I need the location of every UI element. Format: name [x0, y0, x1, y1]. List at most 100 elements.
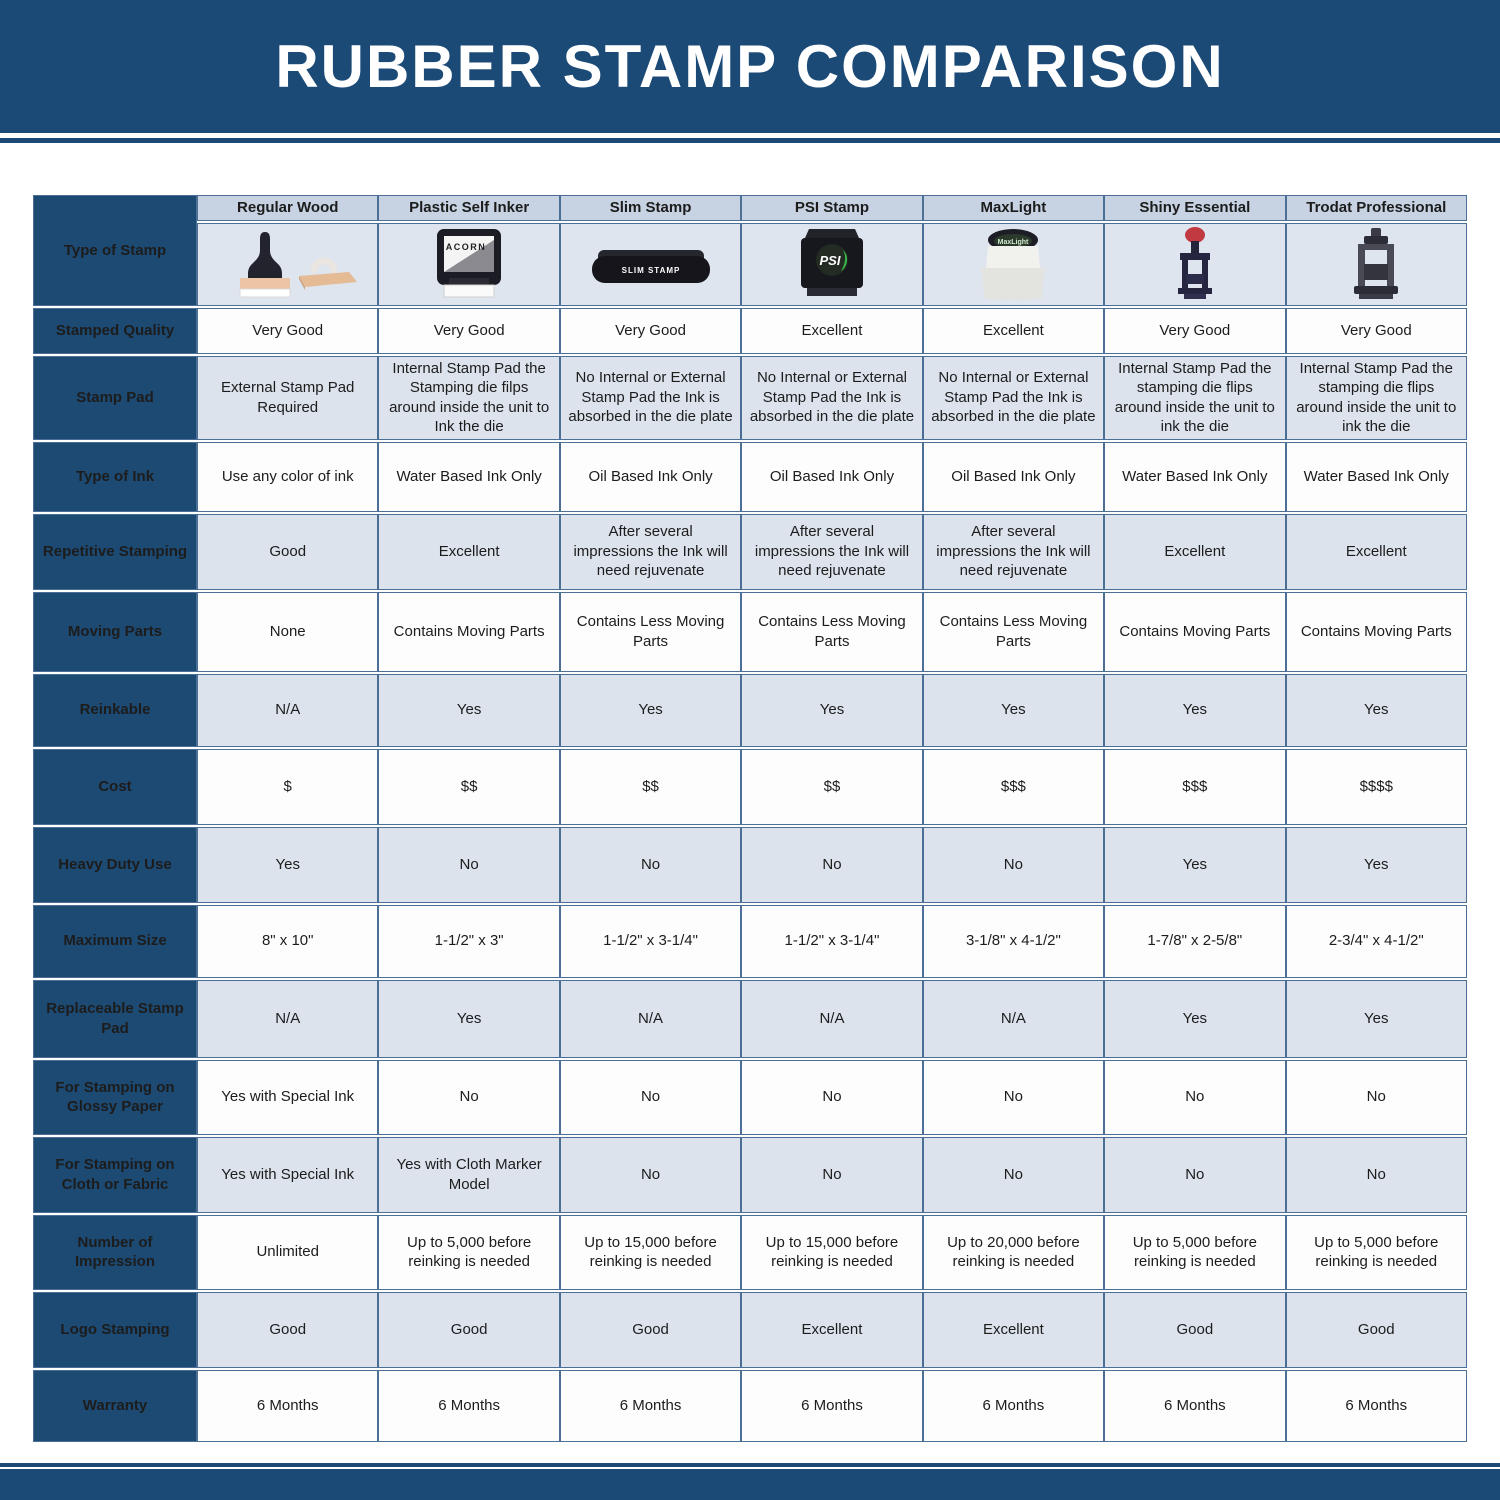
cell-type-of-ink-psi-stamp: Oil Based Ink Only [741, 441, 923, 512]
row-label-cost: Cost [33, 748, 197, 825]
cell-for-stamping-on-glossy-paper-trodat-professional: No [1285, 1059, 1467, 1135]
cell-repetitive-stamping-plastic-self-inker: Excellent [378, 513, 560, 590]
column-header-maxlight: MaxLight [922, 195, 1105, 221]
table-row-maximum-size: Maximum Size 8" x 10" 1-1/2" x 3" 1-1/2" x … [33, 904, 1467, 978]
table-row-replaceable-stamp-pad: Replaceable Stamp Pad N/A Yes N/A N/A N/A Yes Y… [33, 979, 1467, 1058]
cell-warranty-maxlight: 6 Months [922, 1369, 1105, 1442]
cell-type-of-ink-trodat-professional: Water Based Ink Only [1285, 441, 1467, 512]
table-row-for-stamping-on-cloth-or-fabric: For Stamping on Cloth or Fabric Yes with … [33, 1136, 1467, 1213]
stamp-image-cell [1104, 222, 1286, 306]
cell-moving-parts-shiny-essential: Contains Moving Parts [1104, 591, 1286, 672]
cell-stamped-quality-plastic-self-inker: Very Good [378, 307, 560, 354]
cell-reinkable-regular-wood: N/A [197, 673, 379, 747]
cell-replaceable-stamp-pad-plastic-self-inker: Yes [378, 979, 560, 1058]
cell-heavy-duty-use-plastic-self-inker: No [378, 826, 560, 903]
cell-logo-stamping-psi-stamp: Excellent [741, 1291, 923, 1368]
cell-warranty-shiny-essential: 6 Months [1104, 1369, 1286, 1442]
cell-heavy-duty-use-slim-stamp: No [559, 826, 742, 903]
cell-warranty-regular-wood: 6 Months [197, 1369, 379, 1442]
cell-number-of-impression-trodat-professional: Up to 5,000 before reinking is needed [1285, 1214, 1467, 1290]
table-row-number-of-impression: Number of Impression Unlimited Up to 5,000… [33, 1214, 1467, 1290]
table-row-cost: Cost $ $$ $$ $$ $$$ $$$ $$$$ [33, 748, 1467, 825]
cell-warranty-trodat-professional: 6 Months [1285, 1369, 1467, 1442]
cell-maximum-size-psi-stamp: 1-1/2" x 3-1/4" [741, 904, 923, 978]
cell-for-stamping-on-cloth-or-fabric-maxlight: No [922, 1136, 1105, 1213]
stamp-image-cell: SLIM STAMP [559, 222, 742, 306]
column-header-trodat-professional: Trodat Professional [1285, 195, 1467, 221]
cell-reinkable-psi-stamp: Yes [741, 673, 923, 747]
column-header-psi-stamp: PSI Stamp [741, 195, 923, 221]
cell-cost-trodat-professional: $$$$ [1285, 748, 1467, 825]
row-label-replaceable-stamp-pad: Replaceable Stamp Pad [33, 979, 197, 1058]
cell-replaceable-stamp-pad-regular-wood: N/A [197, 979, 379, 1058]
cell-moving-parts-psi-stamp: Contains Less Moving Parts [741, 591, 923, 672]
cell-for-stamping-on-glossy-paper-plastic-self-inker: No [378, 1059, 560, 1135]
regular-wood-stamp-icon [205, 226, 370, 302]
footer-band [0, 1469, 1500, 1500]
cell-stamp-pad-psi-stamp: No Internal or External Stamp Pad the In… [741, 355, 923, 440]
comparison-table-body: Type of Stamp Regular Wood Plastic Self In… [33, 195, 1467, 1442]
cell-number-of-impression-maxlight: Up to 20,000 before reinking is needed [922, 1214, 1105, 1290]
cell-type-of-ink-plastic-self-inker: Water Based Ink Only [378, 441, 560, 512]
cell-for-stamping-on-glossy-paper-psi-stamp: No [741, 1059, 923, 1135]
cell-stamp-pad-shiny-essential: Internal Stamp Pad the stamping die flip… [1104, 355, 1286, 440]
row-label-maximum-size: Maximum Size [33, 904, 197, 978]
cell-maximum-size-shiny-essential: 1-7/8" x 2-5/8" [1104, 904, 1286, 978]
stamp-image-cell: PSI [741, 222, 923, 306]
cell-repetitive-stamping-trodat-professional: Excellent [1285, 513, 1467, 590]
page-title: RUBBER STAMP COMPARISON [275, 33, 1225, 100]
table-row-stamp-pad: Stamp Pad External Stamp Pad Required Inte… [33, 355, 1467, 440]
plastic-self-inker-stamp-icon: ACORN [386, 226, 551, 302]
table-row-moving-parts: Moving Parts None Contains Moving Parts Con… [33, 591, 1467, 672]
svg-text:ACORN: ACORN [446, 242, 487, 252]
table-row-reinkable: Reinkable N/A Yes Yes Yes Yes Yes Yes [33, 673, 1467, 747]
row-label-type-of-ink: Type of Ink [33, 441, 197, 512]
stamp-image-cell: MaxLight [922, 222, 1105, 306]
cell-heavy-duty-use-psi-stamp: No [741, 826, 923, 903]
cell-logo-stamping-trodat-professional: Good [1285, 1291, 1467, 1368]
cell-heavy-duty-use-regular-wood: Yes [197, 826, 379, 903]
cell-logo-stamping-maxlight: Excellent [922, 1291, 1105, 1368]
psi-stamp-icon: PSI [749, 226, 914, 302]
cell-number-of-impression-plastic-self-inker: Up to 5,000 before reinking is needed [378, 1214, 560, 1290]
maxlight-stamp-icon: MaxLight [931, 226, 1096, 302]
cell-maximum-size-trodat-professional: 2-3/4" x 4-1/2" [1285, 904, 1467, 978]
cell-number-of-impression-slim-stamp: Up to 15,000 before reinking is needed [559, 1214, 742, 1290]
cell-maximum-size-slim-stamp: 1-1/2" x 3-1/4" [559, 904, 742, 978]
cell-for-stamping-on-cloth-or-fabric-slim-stamp: No [559, 1136, 742, 1213]
row-label-repetitive-stamping: Repetitive Stamping [33, 513, 197, 590]
cell-number-of-impression-psi-stamp: Up to 15,000 before reinking is needed [741, 1214, 923, 1290]
row-label-moving-parts: Moving Parts [33, 591, 197, 672]
table-row-logo-stamping: Logo Stamping Good Good Good Excellent Excell… [33, 1291, 1467, 1368]
cell-warranty-psi-stamp: 6 Months [741, 1369, 923, 1442]
stamp-image-cell [1285, 222, 1467, 306]
cell-warranty-plastic-self-inker: 6 Months [378, 1369, 560, 1442]
row-label-warranty: Warranty [33, 1369, 197, 1442]
cell-for-stamping-on-cloth-or-fabric-shiny-essential: No [1104, 1136, 1286, 1213]
cell-type-of-ink-maxlight: Oil Based Ink Only [922, 441, 1105, 512]
cell-logo-stamping-regular-wood: Good [197, 1291, 379, 1368]
cell-number-of-impression-shiny-essential: Up to 5,000 before reinking is needed [1104, 1214, 1286, 1290]
row-label-reinkable: Reinkable [33, 673, 197, 747]
table-row-heavy-duty-use: Heavy Duty Use Yes No No No No Yes Yes [33, 826, 1467, 903]
row-label-for-stamping-on-cloth-or-fabric: For Stamping on Cloth or Fabric [33, 1136, 197, 1213]
table-row-type-of-ink: Type of Ink Use any color of ink Water Bas… [33, 441, 1467, 512]
cell-reinkable-plastic-self-inker: Yes [378, 673, 560, 747]
cell-warranty-slim-stamp: 6 Months [559, 1369, 742, 1442]
cell-repetitive-stamping-psi-stamp: After several impressions the Ink will n… [741, 513, 923, 590]
column-header-row: Type of Stamp Regular Wood Plastic Self In… [33, 195, 1467, 306]
row-label-for-stamping-on-glossy-paper: For Stamping on Glossy Paper [33, 1059, 197, 1135]
cell-moving-parts-regular-wood: None [197, 591, 379, 672]
cell-number-of-impression-regular-wood: Unlimited [197, 1214, 379, 1290]
cell-type-of-ink-slim-stamp: Oil Based Ink Only [559, 441, 742, 512]
trodat-professional-stamp-icon [1294, 226, 1459, 302]
cell-for-stamping-on-glossy-paper-slim-stamp: No [559, 1059, 742, 1135]
cell-reinkable-maxlight: Yes [922, 673, 1105, 747]
cell-repetitive-stamping-maxlight: After several impressions the Ink will n… [922, 513, 1105, 590]
cell-cost-psi-stamp: $$ [741, 748, 923, 825]
cell-for-stamping-on-cloth-or-fabric-trodat-professional: No [1285, 1136, 1467, 1213]
cell-type-of-ink-regular-wood: Use any color of ink [197, 441, 379, 512]
banner-gap [0, 133, 1500, 138]
banner-rule [0, 138, 1500, 143]
cell-stamp-pad-slim-stamp: No Internal or External Stamp Pad the In… [559, 355, 742, 440]
